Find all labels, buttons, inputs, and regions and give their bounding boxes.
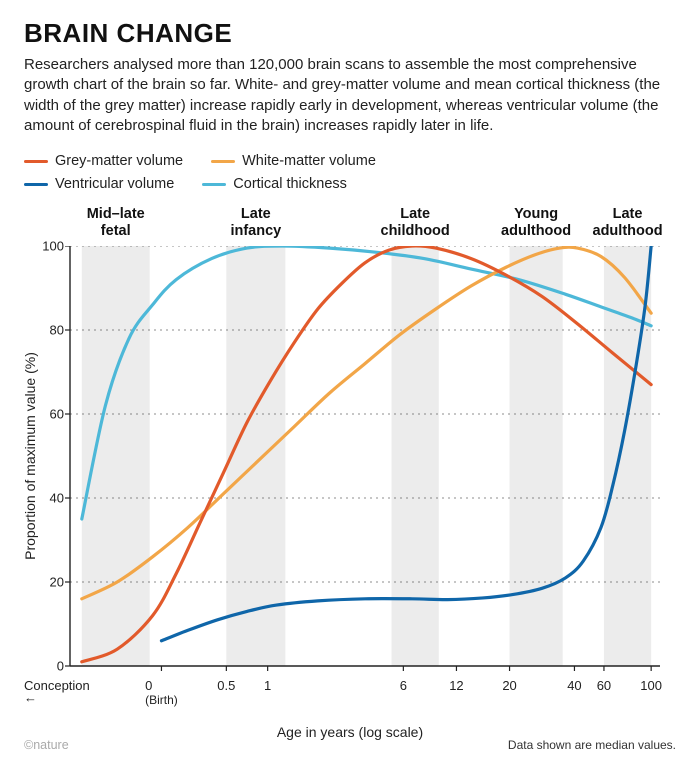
x-tick-label: 60 <box>597 678 611 693</box>
chart-subtitle: Researchers analysed more than 120,000 b… <box>24 55 664 136</box>
legend-item-grey: Grey-matter volume <box>24 150 183 173</box>
stage-band <box>392 246 439 666</box>
swatch-ventr <box>24 183 48 186</box>
stage-band-label: Lateadulthood <box>593 206 663 239</box>
stage-band <box>82 246 150 666</box>
legend-item-ventr: Ventricular volume <box>24 173 174 196</box>
y-tick-label: 80 <box>50 323 64 338</box>
swatch-cort <box>202 183 226 186</box>
band-labels: Mid–latefetal Lateinfancy Latechildhood You… <box>24 206 670 246</box>
stage-band-label: Youngadulthood <box>501 206 571 239</box>
footer: ©nature Data shown are median values. <box>24 738 676 752</box>
chart-area: Proportion of maximum value (%) 0 20 40 60 8… <box>24 246 676 726</box>
y-tick-label: 40 <box>50 491 64 506</box>
x-tick-label: 6 <box>400 678 407 693</box>
series-white <box>82 248 651 600</box>
stage-band <box>510 246 563 666</box>
y-tick-label: 0 <box>57 659 64 674</box>
legend-label-cort: Cortical thickness <box>233 173 347 196</box>
stage-band-label: Lateinfancy <box>230 206 281 239</box>
series-cort <box>82 246 651 519</box>
x-axis-label: Age in years (log scale) <box>24 724 676 740</box>
legend-label-ventr: Ventricular volume <box>55 173 174 196</box>
legend-label-grey: Grey-matter volume <box>55 150 183 173</box>
chart-title: BRAIN CHANGE <box>24 18 676 49</box>
stage-band <box>226 246 285 666</box>
footnote: Data shown are median values. <box>508 738 676 752</box>
x-ticks: Conception←0(Birth)0.51612204060100 <box>24 678 670 698</box>
credit: ©nature <box>24 738 69 752</box>
y-tick-label: 100 <box>42 239 64 254</box>
y-axis-label: Proportion of maximum value (%) <box>22 353 38 561</box>
chart-svg <box>24 246 670 674</box>
x-tick-label: 40 <box>567 678 581 693</box>
x-tick-label: 0(Birth) <box>145 678 178 707</box>
stage-band-label: Latechildhood <box>381 206 450 239</box>
x-tick-conception: Conception← <box>24 678 90 703</box>
x-tick-label: 20 <box>502 678 516 693</box>
legend: Grey-matter volume White-matter volume V… <box>24 150 676 196</box>
x-tick-label: 1 <box>264 678 271 693</box>
legend-label-white: White-matter volume <box>242 150 376 173</box>
y-tick-label: 20 <box>50 575 64 590</box>
swatch-grey <box>24 160 48 163</box>
swatch-white <box>211 160 235 163</box>
y-tick-label: 60 <box>50 407 64 422</box>
x-tick-label: 12 <box>449 678 463 693</box>
legend-item-white: White-matter volume <box>211 150 376 173</box>
legend-item-cort: Cortical thickness <box>202 173 347 196</box>
x-tick-label: 100 <box>640 678 662 693</box>
stage-band-label: Mid–latefetal <box>87 206 145 239</box>
x-tick-label: 0.5 <box>217 678 235 693</box>
